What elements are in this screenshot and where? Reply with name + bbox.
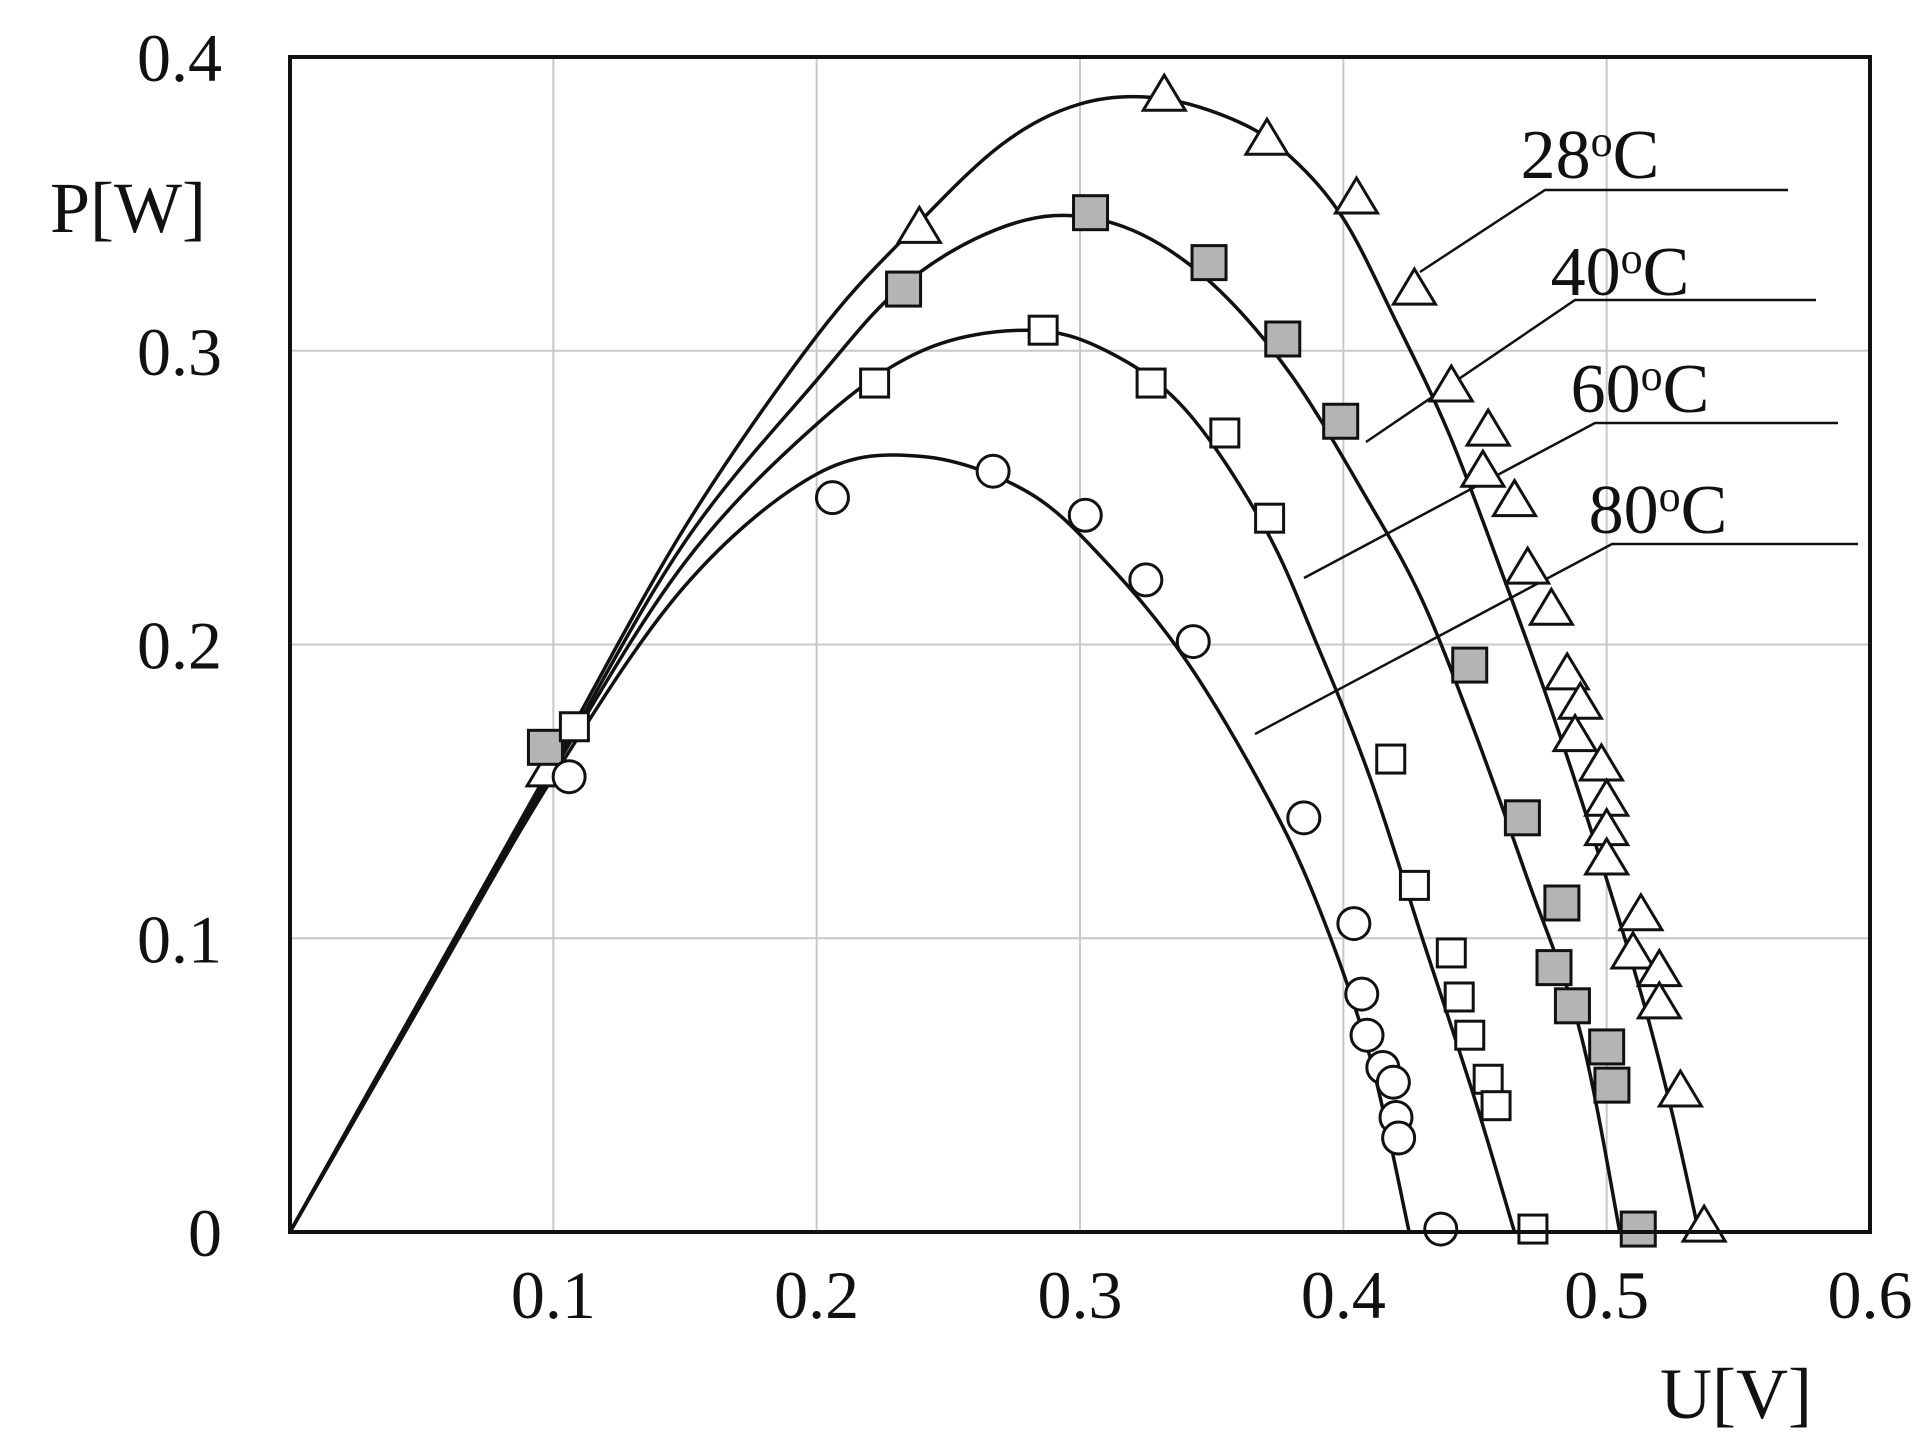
data-point-40	[1264, 320, 1302, 358]
x-tick-label: 0.1	[511, 1257, 596, 1333]
data-point-40	[1072, 194, 1110, 232]
x-tick-label: 0.6	[1828, 1257, 1913, 1333]
plot-frame	[288, 55, 1872, 1234]
data-point-28	[1577, 742, 1626, 782]
data-point-80	[1344, 976, 1380, 1012]
series-label-value: 28	[1521, 117, 1591, 194]
data-point-28	[1459, 448, 1507, 488]
series-label-60: 60oC	[1571, 351, 1710, 428]
x-tick-label: 0.3	[1038, 1257, 1123, 1333]
data-point-40	[526, 728, 564, 766]
data-point-28	[1504, 545, 1552, 585]
series-label-unit: oC	[1591, 117, 1660, 194]
data-point-80	[814, 480, 850, 516]
x-axis-label: U[V]	[1660, 1354, 1812, 1434]
data-point-60	[1472, 1063, 1504, 1095]
data-point-80	[1175, 624, 1211, 660]
label-leader-80	[1254, 542, 1858, 736]
data-point-80	[1336, 906, 1372, 942]
data-point-40	[1619, 1210, 1657, 1248]
data-point-28	[1464, 407, 1512, 447]
data-point-28	[1556, 680, 1604, 720]
series-label-value: 40	[1551, 234, 1621, 311]
data-point-60	[558, 711, 590, 743]
data-point-40	[1503, 799, 1541, 837]
data-point-80	[1423, 1211, 1459, 1247]
data-point-28	[1543, 650, 1591, 691]
data-point-40	[1588, 1028, 1626, 1066]
data-point-60	[1517, 1213, 1549, 1245]
data-point-80	[1067, 497, 1103, 533]
y-tick-label: 0.4	[137, 20, 222, 96]
data-point-28	[1551, 712, 1599, 753]
data-point-60	[1480, 1090, 1512, 1122]
data-point-60	[1209, 417, 1241, 449]
y-tick-label: 0.3	[137, 314, 222, 390]
data-point-40	[1543, 884, 1581, 922]
y-tick-label: 0.1	[137, 901, 222, 977]
data-point-60	[1027, 314, 1059, 346]
series-label-unit: oC	[1641, 351, 1710, 428]
data-point-28	[895, 204, 944, 244]
data-point-80	[1381, 1120, 1417, 1156]
data-point-28	[1140, 72, 1188, 112]
data-point-40	[1535, 949, 1573, 987]
data-point-80	[1375, 1064, 1411, 1100]
y-tick-label: 0.2	[137, 608, 222, 684]
series-label-80: 80oC	[1589, 472, 1728, 549]
data-point-60	[1435, 937, 1467, 969]
data-point-28	[1427, 363, 1475, 403]
data-point-28	[1583, 836, 1631, 876]
data-point-28	[1332, 175, 1381, 215]
series-label-40: 40oC	[1551, 234, 1690, 311]
series-curve-28	[288, 94, 1701, 1233]
data-point-40	[1593, 1066, 1631, 1104]
x-tick-label: 0.4	[1301, 1257, 1386, 1333]
x-tick-label: 0.2	[774, 1257, 859, 1333]
data-point-28	[1490, 477, 1539, 518]
data-point-60	[1254, 502, 1286, 534]
data-point-60	[1454, 1019, 1486, 1051]
data-point-60	[859, 367, 891, 399]
series-label-value: 60	[1571, 351, 1641, 428]
data-point-28	[1656, 1068, 1705, 1108]
data-point-40	[885, 270, 923, 308]
data-point-80	[1128, 562, 1164, 598]
grid-lines	[290, 57, 1870, 1232]
series-label-value: 80	[1589, 472, 1659, 549]
series-label-28: 28oC	[1521, 117, 1660, 194]
data-point-40	[1451, 646, 1489, 684]
label-leader-60	[1303, 421, 1838, 580]
data-point-28	[1390, 266, 1439, 306]
data-point-60	[1398, 869, 1430, 901]
data-point-60	[1375, 743, 1407, 775]
y-tick-label: 0	[188, 1195, 222, 1271]
data-point-80	[551, 759, 587, 795]
data-point-80	[1349, 1017, 1385, 1053]
data-point-40	[1190, 244, 1228, 282]
data-point-28	[1609, 930, 1657, 970]
x-tick-label: 0.5	[1564, 1257, 1649, 1333]
series-label-unit: oC	[1621, 234, 1690, 311]
data-point-28	[1617, 891, 1665, 932]
series-markers	[524, 72, 1728, 1248]
series-label-unit: oC	[1659, 472, 1728, 549]
x-tick-labels: 0.1 0.2 0.3 0.4 0.5 0.6	[511, 1257, 1913, 1333]
y-tick-labels: 0 0.1 0.2 0.3 0.4	[137, 20, 222, 1271]
y-axis-label: P[W]	[50, 168, 206, 248]
data-point-80	[975, 453, 1011, 489]
data-point-28	[1527, 586, 1576, 626]
data-point-28	[1635, 979, 1683, 1020]
data-point-80	[1286, 800, 1322, 836]
label-leader-28	[1419, 188, 1788, 274]
data-point-60	[1443, 981, 1475, 1013]
data-point-28	[1243, 116, 1291, 156]
data-point-40	[1322, 402, 1360, 440]
data-point-60	[1135, 367, 1167, 399]
data-point-40	[1553, 987, 1591, 1025]
